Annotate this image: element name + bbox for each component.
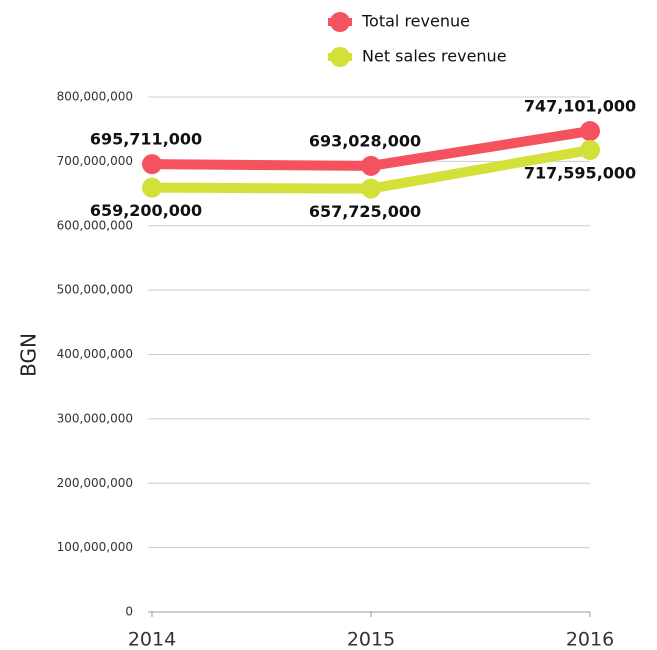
x-tick-label: 2016 [566,629,614,650]
y-tick-label: 400,000,000 [57,347,133,361]
legend-marker [330,12,350,32]
y-tick-label: 600,000,000 [57,218,133,232]
x-tick-label: 2015 [347,629,395,650]
point [361,178,381,199]
point [580,121,600,142]
y-axis-label: BGN [17,333,41,377]
y-tick-label: 0 [125,605,133,619]
legend-label: Net sales revenue [362,47,507,66]
data-label: 747,101,000 [524,97,636,116]
y-tick-label: 300,000,000 [57,411,133,425]
data-label: 693,028,000 [309,131,421,150]
y-tick-label: 800,000,000 [57,90,133,104]
point [142,177,162,198]
x-tick-label: 2014 [128,629,176,650]
point [142,154,162,175]
point [361,155,381,176]
legend-marker [330,47,350,67]
data-label: 657,725,000 [309,202,421,221]
data-label: 695,711,000 [90,130,202,149]
y-tick-label: 100,000,000 [57,540,133,554]
data-label: 717,595,000 [524,164,636,183]
y-tick-label: 700,000,000 [57,154,133,168]
y-tick-label: 200,000,000 [57,476,133,490]
y-tick-label: 500,000,000 [57,283,133,297]
legend-label: Total revenue [361,12,470,31]
data-label: 659,200,000 [90,201,202,220]
point [580,140,600,161]
